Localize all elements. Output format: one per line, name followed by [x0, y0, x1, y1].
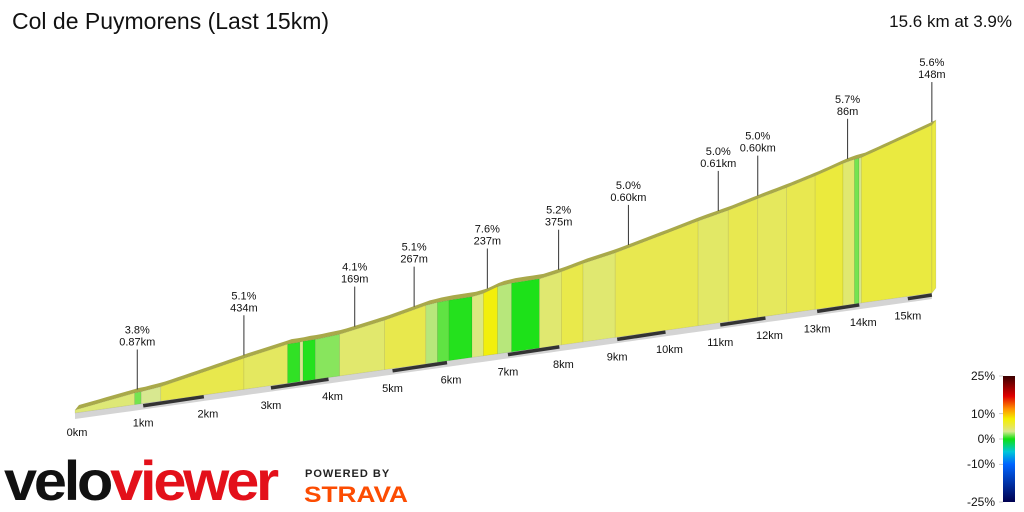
grade-segment: [497, 282, 512, 355]
grade-segment: [539, 271, 562, 349]
x-tick-label: 11km: [707, 337, 733, 349]
grade-segment: [786, 175, 816, 314]
annotation-grade: 5.2%: [546, 205, 571, 217]
logo: velo viewer: [4, 449, 278, 512]
x-tick-label: 9km: [607, 351, 628, 363]
annotation-grade: 5.7%: [835, 94, 860, 106]
ground: [75, 293, 932, 419]
annotation-grade: 3.8%: [125, 324, 150, 336]
km-dash: [616, 330, 666, 342]
x-tick-label: 7km: [498, 367, 519, 379]
annotation-length: 0.87km: [119, 336, 155, 348]
x-tick-label: 10km: [656, 344, 683, 356]
x-tick-label: 14km: [850, 317, 877, 329]
x-tick-label: 12km: [756, 330, 783, 342]
grade-segment: [448, 296, 473, 361]
x-tick-label: 0km: [67, 427, 88, 439]
x-tick-label: 3km: [261, 400, 282, 412]
annotation-length: 267m: [400, 254, 428, 266]
grade-segment: [471, 293, 484, 358]
logo-part: viewer: [110, 449, 278, 512]
annotation-grade: 5.0%: [706, 146, 731, 158]
grade-segment: [314, 333, 340, 380]
color-bar: [1003, 376, 1015, 502]
grade-segment: [483, 286, 498, 357]
annotation-grade: 5.1%: [402, 242, 427, 254]
grade-segment: [842, 158, 855, 306]
annotation-grade: 4.1%: [342, 262, 367, 274]
km-dash: [270, 377, 329, 390]
color-tick-label: 10%: [971, 407, 995, 421]
grade-segment: [302, 339, 316, 382]
grade-segment: [511, 278, 540, 353]
annotation-length: 0.61km: [700, 158, 736, 170]
x-tick-label: 5km: [382, 383, 403, 395]
color-tick-label: -10%: [967, 457, 995, 471]
annotation-grade: 5.0%: [616, 180, 641, 192]
x-tick-label: 8km: [553, 359, 574, 371]
grade-segment: [561, 263, 584, 346]
km-dash: [392, 360, 448, 373]
annotation-grade: 7.6%: [475, 224, 500, 236]
grade-segment: [425, 302, 438, 365]
annotation-grade: 5.1%: [231, 290, 256, 302]
grade-segment: [727, 198, 759, 322]
powered-by: POWERED BY: [305, 468, 390, 480]
km-dash: [816, 303, 860, 314]
color-tick-label: 25%: [971, 369, 995, 383]
end-face: [931, 119, 937, 294]
annotation-length: 375m: [545, 217, 573, 229]
km-dash: [719, 316, 766, 327]
km-dash: [907, 293, 933, 301]
x-tick-label: 13km: [804, 323, 831, 335]
grade-segment: [858, 157, 862, 304]
annotation-length: 0.60km: [610, 192, 646, 204]
grade-segment: [299, 341, 304, 382]
grade-segment: [582, 252, 616, 343]
x-tick-label: 4km: [322, 391, 343, 403]
grade-segment: [287, 341, 301, 384]
x-tick-label: 2km: [197, 409, 218, 421]
annotation-grade: 5.6%: [919, 57, 944, 69]
annotation-length: 0.60km: [740, 143, 776, 155]
strava-logo: STRAVA: [304, 482, 408, 507]
chart-subtitle: 15.6 km at 3.9%: [889, 12, 1012, 31]
grade-segment: [697, 209, 729, 327]
logo-part: velo: [4, 449, 112, 512]
x-tick-label: 1km: [133, 418, 154, 430]
km-dash: [142, 394, 205, 408]
annotation-length: 86m: [837, 106, 858, 118]
grade-segment: [854, 157, 860, 305]
annotation-grade: 5.0%: [745, 131, 770, 143]
x-tick-label: 6km: [441, 375, 462, 387]
grade-segment: [437, 299, 450, 363]
annotation-length: 148m: [918, 69, 946, 81]
grade-segment: [814, 162, 844, 310]
grade-segment: [243, 343, 288, 390]
chart-title: Col de Puymorens (Last 15km): [12, 8, 329, 34]
annotation-length: 237m: [474, 236, 502, 248]
grade-segment: [134, 391, 142, 405]
color-tick-label: 0%: [978, 432, 996, 446]
grade-segment: [614, 220, 699, 338]
annotation-length: 169m: [341, 274, 369, 286]
annotation-length: 434m: [230, 302, 258, 314]
km-dash: [507, 345, 560, 357]
x-tick-label: 15km: [894, 311, 921, 323]
grade-segment: [757, 187, 788, 318]
color-tick-label: -25%: [967, 495, 995, 509]
